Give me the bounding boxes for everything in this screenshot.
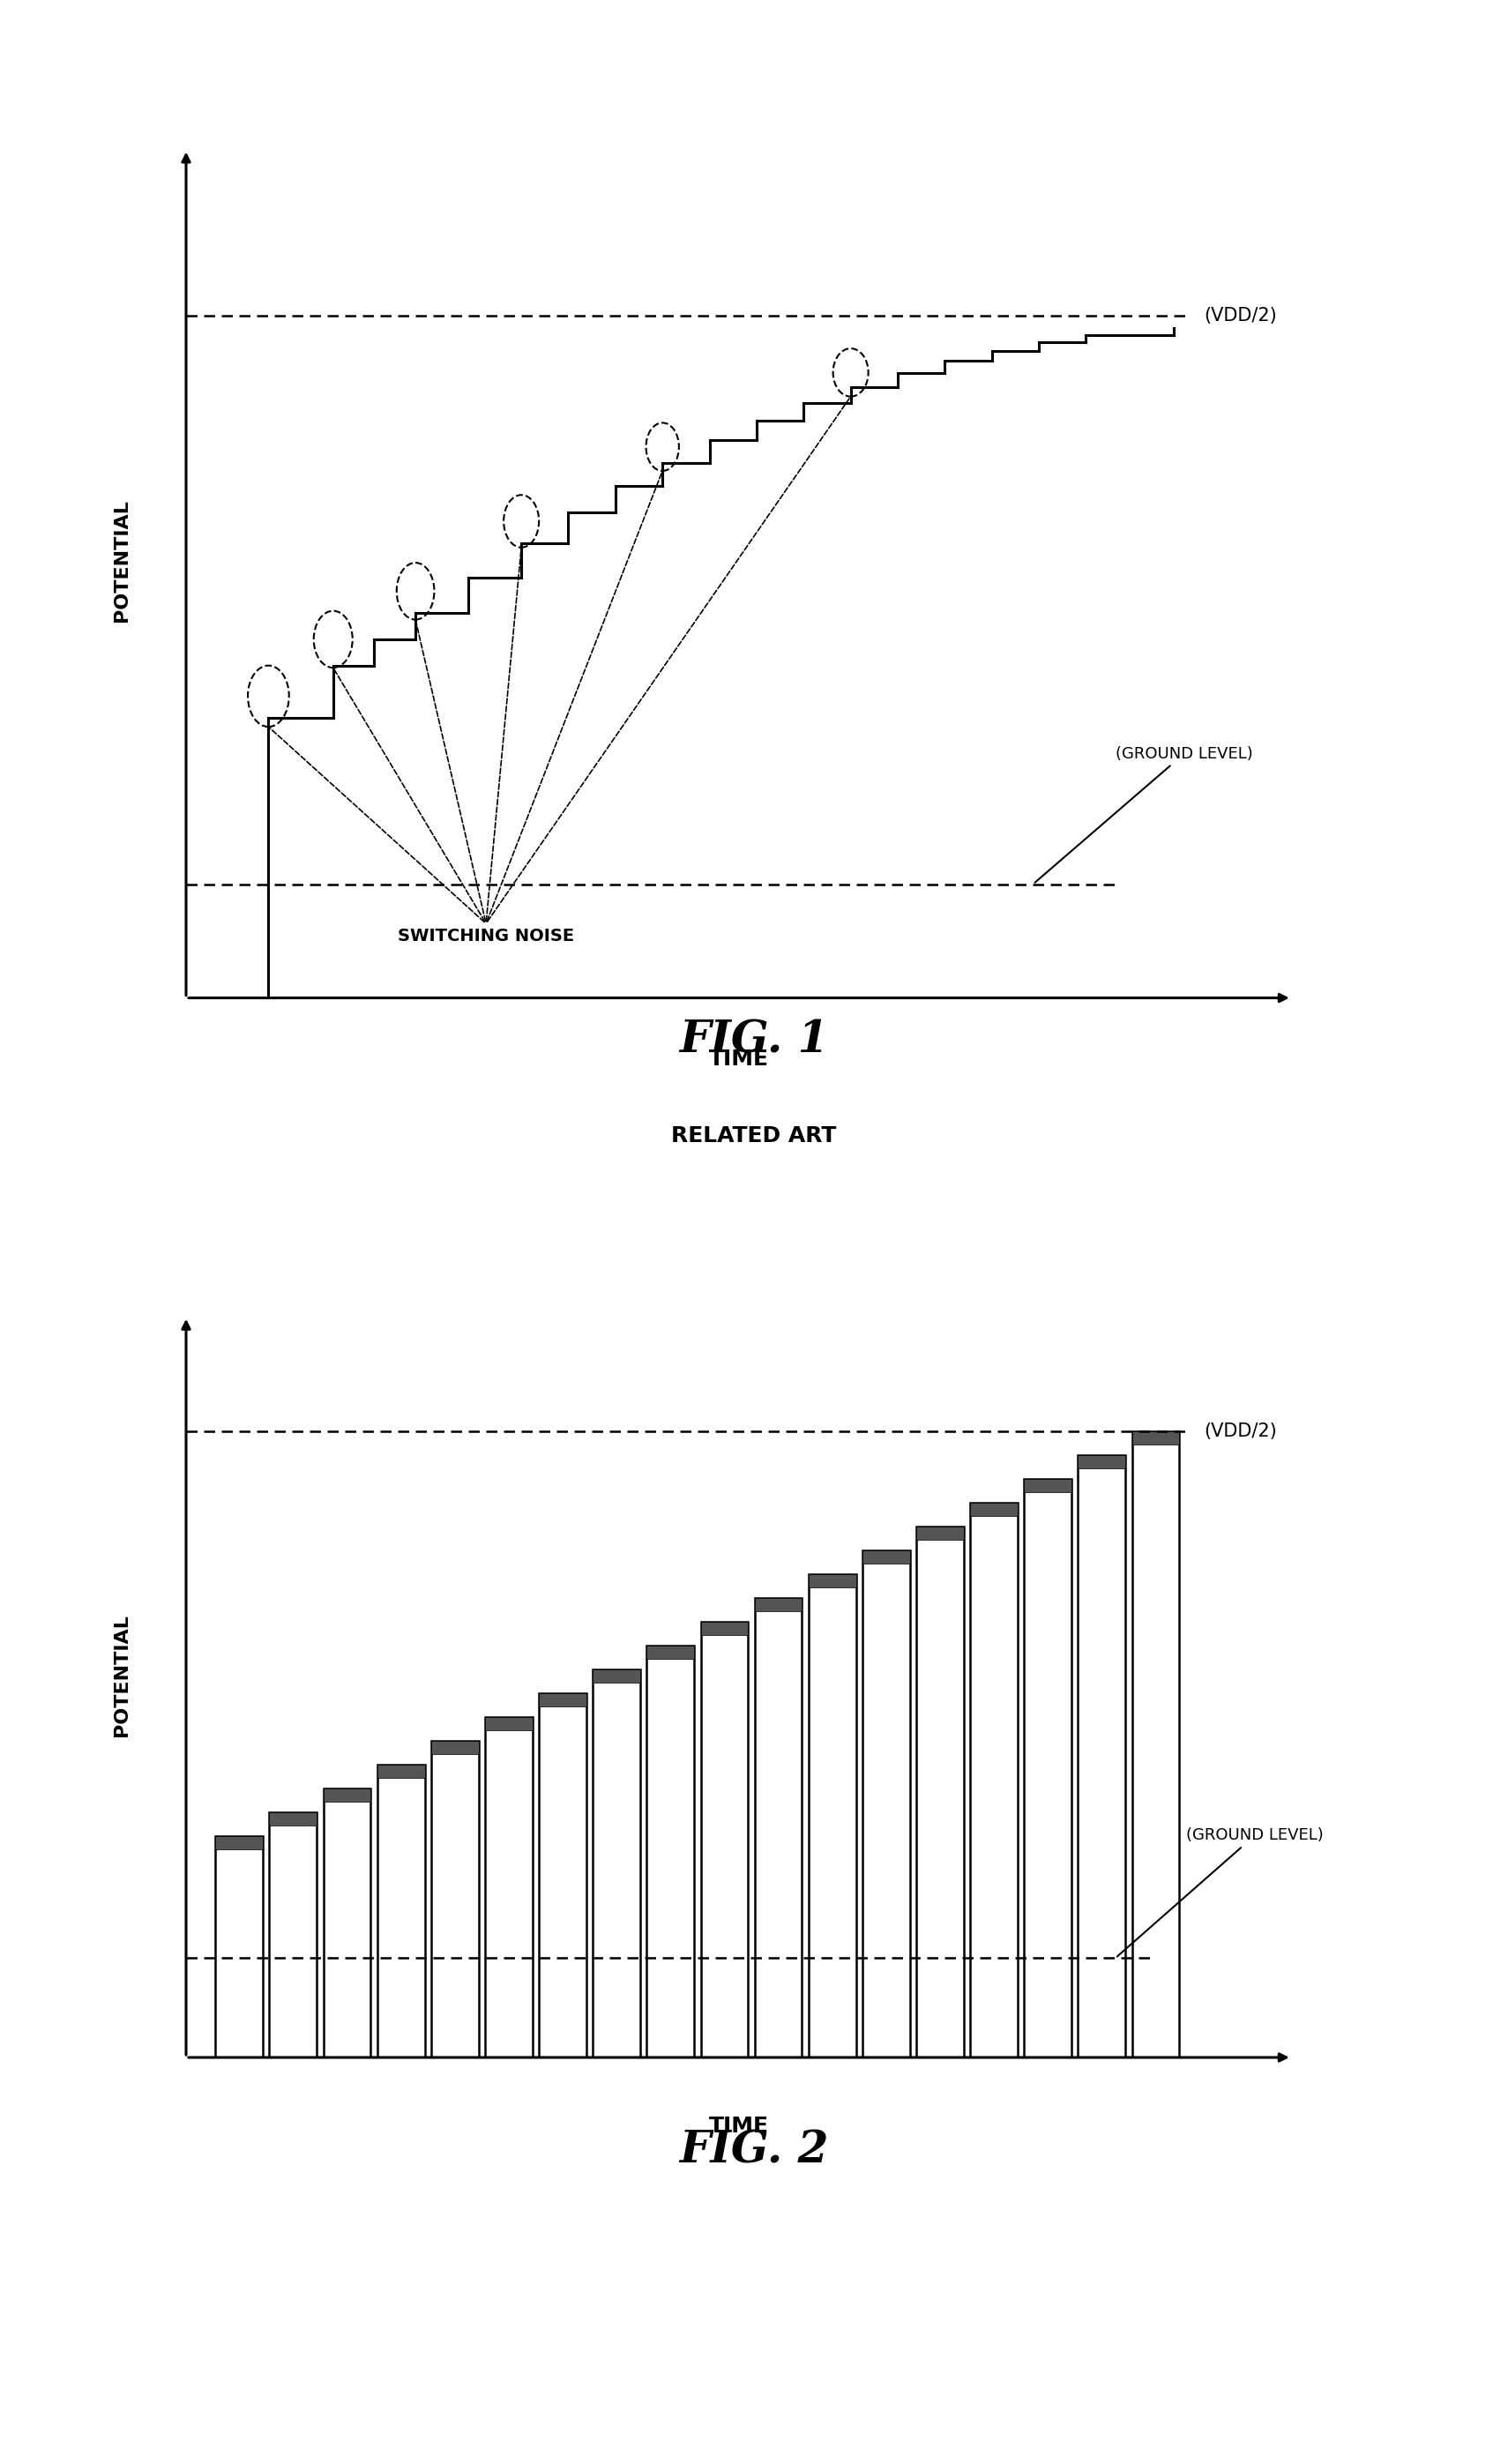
Bar [270,1811,317,1826]
Bar [970,1503,1018,2057]
Bar [216,1836,262,1848]
Bar [270,1811,317,2057]
Text: TIME: TIME [709,1050,769,1069]
Bar [917,1525,964,1540]
Bar [1078,1454,1125,2057]
Bar [431,1740,478,2057]
Bar [216,1836,262,2057]
Text: SWITCHING NOISE: SWITCHING NOISE [398,929,575,944]
Bar [486,1717,532,1730]
Bar [647,1646,694,2057]
Text: RELATED ART: RELATED ART [671,1126,837,1146]
Bar [1078,1454,1125,1469]
Bar [486,1717,532,2057]
Bar [754,1597,802,2057]
Bar [1133,1432,1179,1444]
Bar [323,1789,371,1801]
Text: FIG. 1: FIG. 1 [679,1020,829,1062]
Text: (VDD/2): (VDD/2) [1203,308,1276,325]
Bar [538,1693,587,1708]
Bar [808,1574,857,2057]
Text: FIG. 2: FIG. 2 [679,2129,829,2173]
Bar [431,1740,478,1754]
Bar [593,1668,641,2057]
Bar [701,1621,748,1636]
Bar [1133,1432,1179,2057]
Bar [808,1574,857,1587]
Bar [863,1550,909,2057]
Text: (VDD/2): (VDD/2) [1203,1422,1276,1439]
Bar [917,1525,964,2057]
Text: TIME: TIME [709,2117,769,2136]
Bar [754,1597,802,1611]
Bar [701,1621,748,2057]
Bar [970,1503,1018,1515]
Bar [1024,1478,1072,1493]
Bar [863,1550,909,1565]
Bar [647,1646,694,1658]
Bar [323,1789,371,2057]
Bar [538,1693,587,2057]
Bar [377,1764,425,2057]
Text: POTENTIAL: POTENTIAL [113,500,130,621]
Bar [377,1764,425,1779]
Bar [1024,1478,1072,2057]
Text: (GROUND LEVEL): (GROUND LEVEL) [1117,1828,1323,1956]
Text: (GROUND LEVEL): (GROUND LEVEL) [1034,747,1253,882]
Text: POTENTIAL: POTENTIAL [113,1614,130,1737]
Bar [593,1668,641,1683]
